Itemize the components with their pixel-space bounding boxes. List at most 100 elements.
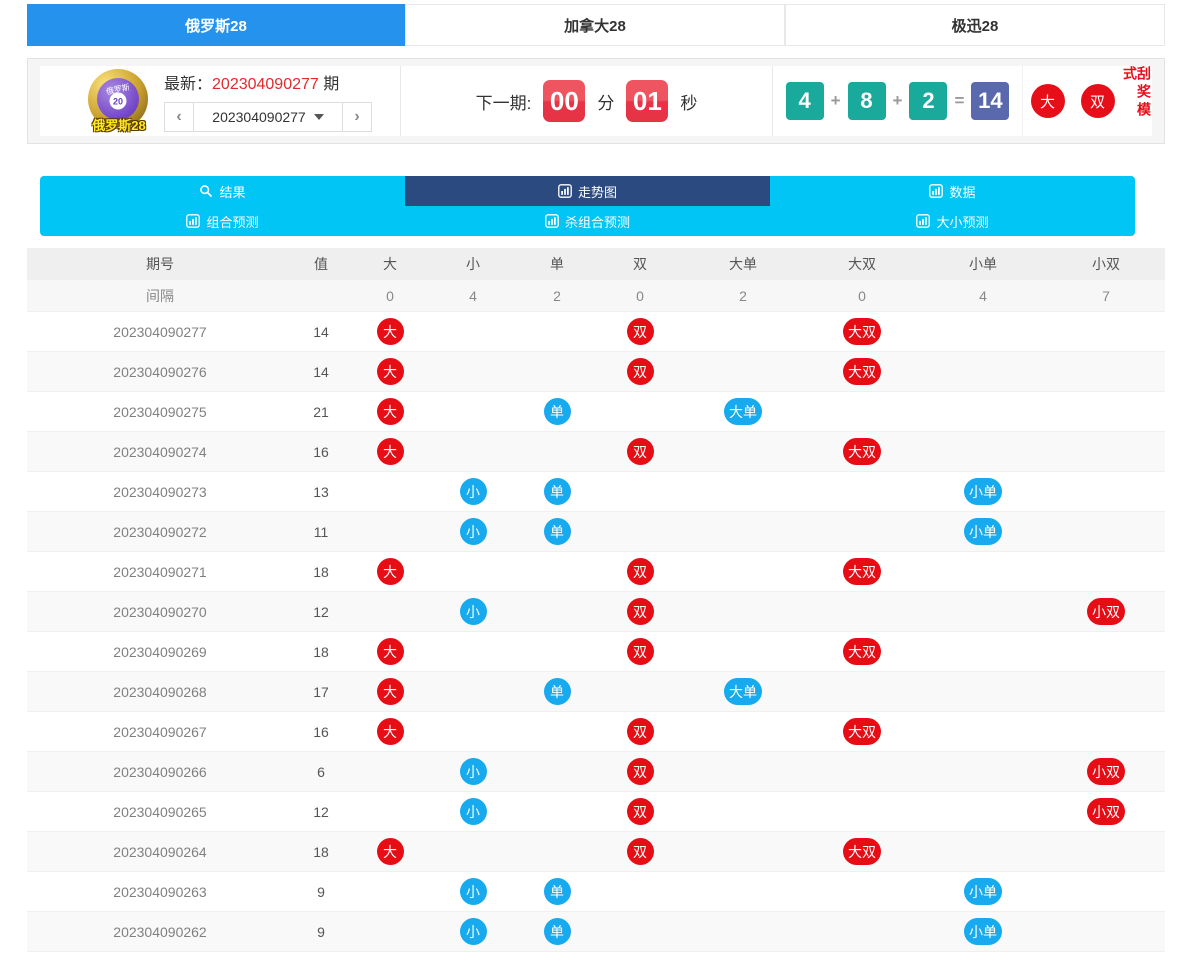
mark-cell: 大双: [805, 558, 919, 585]
nav-item-combo-forecast[interactable]: 组合预测: [40, 206, 405, 236]
countdown-section: 下一期: 00 分 01 秒: [400, 66, 772, 136]
issue-cell: 202304090270: [113, 603, 207, 620]
mark-cell: 大: [349, 438, 431, 465]
issue-cell: 202304090264: [113, 843, 207, 860]
interval-dan: 2: [553, 287, 561, 304]
col-header-shuang: 双: [633, 256, 647, 272]
mark-badge: 双: [626, 558, 654, 585]
mark-badge: 大: [376, 558, 404, 585]
nav-item-trend-chart[interactable]: 走势图: [405, 176, 770, 206]
mark-cell: 大: [349, 558, 431, 585]
value-cell: 18: [313, 643, 329, 660]
mark-badge: 单: [543, 478, 571, 505]
mark-badge: 双: [626, 838, 654, 865]
table-row: 202304090275 21 大单大单: [27, 392, 1165, 432]
tab-jixun28[interactable]: 极迅28: [785, 4, 1165, 46]
mark-badge: 单: [543, 918, 571, 945]
logo-caption: 俄罗斯28: [92, 118, 146, 133]
nav-item-label: 走势图: [577, 184, 617, 200]
mark-badge: 小双: [1087, 758, 1125, 785]
mark-cell: 双: [599, 598, 681, 625]
mark-badge: 大: [376, 838, 404, 865]
table-row: 202304090263 9 小单小单: [27, 872, 1165, 912]
mark-cell: 小双: [1047, 598, 1165, 625]
prev-issue-button[interactable]: ‹: [164, 102, 194, 132]
table-row: 202304090267 16 大双大双: [27, 712, 1165, 752]
value-cell: 9: [317, 923, 325, 940]
nav-item-results[interactable]: 结果: [40, 176, 405, 206]
logo-ring: 俄罗斯 20: [88, 69, 148, 129]
interval-dashuang: 0: [858, 287, 866, 304]
issue-cell: 202304090266: [113, 763, 207, 780]
table-row: 202304090270 12 小双小双: [27, 592, 1165, 632]
issue-select[interactable]: 202304090277: [194, 102, 342, 132]
page-container: 俄罗斯28 加拿大28 极迅28 俄罗斯 20 俄罗斯28 最新：: [27, 4, 1165, 952]
mark-badge: 大双: [843, 558, 881, 585]
value-cell: 6: [317, 763, 325, 780]
interval-shuang: 0: [636, 287, 644, 304]
mark-badge: 小: [459, 598, 487, 625]
issue-cell: 202304090277: [113, 323, 207, 340]
tab-eluosi28[interactable]: 俄罗斯28: [27, 4, 405, 46]
mark-cell: 大: [349, 638, 431, 665]
scratch-mode-link[interactable]: 刮奖模式: [1122, 66, 1152, 120]
draw-sum: 14: [971, 82, 1010, 120]
countdown-minutes-unit: 分: [597, 93, 615, 113]
mark-badge: 双: [626, 798, 654, 825]
mark-badge: 双: [626, 638, 654, 665]
result-badges-section: 大 双: [1022, 66, 1122, 136]
nav-item-bigsmall-forecast[interactable]: 大小预测: [770, 206, 1135, 236]
mark-cell: 单: [515, 518, 599, 545]
mark-cell: 单: [515, 678, 599, 705]
mark-badge: 双: [626, 438, 654, 465]
latest-label: 最新：: [164, 76, 213, 93]
issue-cell: 202304090262: [113, 923, 207, 940]
nav-item-kill-combo-forecast[interactable]: 杀组合预测: [405, 206, 770, 236]
mark-cell: 大: [349, 318, 431, 345]
mark-cell: 大: [349, 358, 431, 385]
mark-badge: 单: [543, 518, 571, 545]
chart-icon: [186, 214, 201, 228]
mark-badge: 单: [543, 398, 571, 425]
mark-badge: 双: [626, 718, 654, 745]
mark-badge: 大单: [724, 678, 762, 705]
header-panel-inner: 俄罗斯 20 俄罗斯28 最新：202304090277 期 ‹ 20230: [40, 66, 1152, 136]
mark-badge: 大: [376, 638, 404, 665]
mark-badge: 大双: [843, 718, 881, 745]
nav-item-data[interactable]: 数据: [770, 176, 1135, 206]
result-badge-shuang: 双: [1080, 84, 1115, 118]
table-row: 202304090277 14 大双大双: [27, 312, 1165, 352]
interval-dadan: 2: [739, 287, 747, 304]
mark-badge: 大双: [843, 838, 881, 865]
countdown-seconds-unit: 秒: [680, 93, 698, 113]
col-header-da: 大: [383, 256, 397, 272]
value-cell: 14: [313, 323, 329, 340]
table-row: 202304090269 18 大双大双: [27, 632, 1165, 672]
mark-badge: 小: [459, 918, 487, 945]
nav-item-label: 杀组合预测: [564, 214, 630, 230]
latest-section: 俄罗斯 20 俄罗斯28 最新：202304090277 期 ‹ 20230: [40, 66, 400, 136]
header-panel: 俄罗斯 20 俄罗斯28 最新：202304090277 期 ‹ 20230: [27, 58, 1165, 144]
table-row: 202304090276 14 大双大双: [27, 352, 1165, 392]
mark-badge: 大双: [843, 318, 881, 345]
latest-issue-number: 202304090277: [212, 76, 319, 93]
value-cell: 21: [313, 403, 329, 420]
col-header-xiaodan: 小单: [969, 256, 997, 272]
mark-cell: 双: [599, 318, 681, 345]
mark-cell: 小双: [1047, 798, 1165, 825]
table-row: 202304090273 13 小单小单: [27, 472, 1165, 512]
col-header-xiaoshuang: 小双: [1092, 256, 1120, 272]
mark-cell: 大双: [805, 638, 919, 665]
tab-jianada28[interactable]: 加拿大28: [405, 4, 785, 46]
value-cell: 18: [313, 843, 329, 860]
value-cell: 13: [313, 483, 329, 500]
interval-row: 间隔 0 4 2 0 2 0 4 7: [27, 280, 1165, 312]
mark-cell: 双: [599, 638, 681, 665]
mark-cell: 双: [599, 358, 681, 385]
interval-xiao: 4: [469, 287, 477, 304]
mark-cell: 单: [515, 878, 599, 905]
chart-icon: [916, 214, 931, 228]
next-issue-button[interactable]: ›: [342, 102, 372, 132]
col-header-xiao: 小: [466, 256, 480, 272]
issue-cell: 202304090272: [113, 523, 207, 540]
